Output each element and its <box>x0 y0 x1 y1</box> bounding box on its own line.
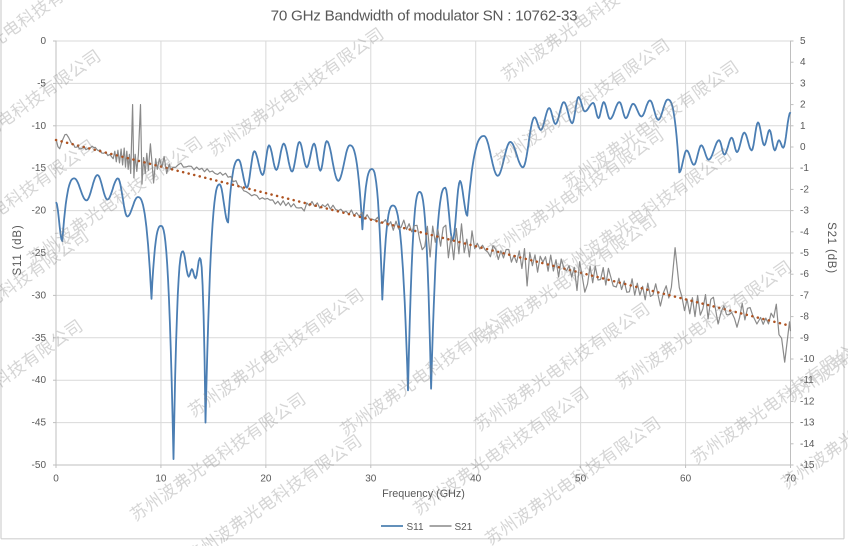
svg-text:Frequency (GHz): Frequency (GHz) <box>382 488 465 500</box>
svg-text:-11: -11 <box>800 375 814 386</box>
svg-text:50: 50 <box>575 474 587 485</box>
svg-text:20: 20 <box>260 474 272 485</box>
svg-text:-50: -50 <box>32 460 47 471</box>
svg-text:S11: S11 <box>407 522 424 533</box>
svg-text:-35: -35 <box>32 333 47 344</box>
svg-text:3: 3 <box>800 78 806 89</box>
svg-text:30: 30 <box>365 474 377 485</box>
svg-text:-13: -13 <box>800 418 815 429</box>
svg-text:-7: -7 <box>800 290 809 301</box>
svg-text:-30: -30 <box>32 290 47 301</box>
svg-text:0: 0 <box>40 36 46 47</box>
svg-text:-8: -8 <box>800 312 809 323</box>
svg-text:-5: -5 <box>37 78 46 89</box>
svg-text:-45: -45 <box>32 418 47 429</box>
svg-text:2: 2 <box>800 100 806 111</box>
svg-text:-6: -6 <box>800 269 809 280</box>
svg-text:-9: -9 <box>800 333 809 344</box>
svg-text:-15: -15 <box>32 163 47 174</box>
svg-text:1: 1 <box>800 121 806 132</box>
svg-text:-4: -4 <box>800 227 809 238</box>
svg-text:-2: -2 <box>800 184 809 195</box>
svg-text:70 GHz Bandwidth of modulator: 70 GHz Bandwidth of modulator SN : 10762… <box>271 8 578 25</box>
svg-text:40: 40 <box>470 474 482 485</box>
svg-text:S21 (dB): S21 (dB) <box>825 222 837 274</box>
svg-text:S21: S21 <box>455 522 473 533</box>
svg-text:-10: -10 <box>32 121 47 132</box>
svg-text:-25: -25 <box>32 248 47 259</box>
svg-text:-1: -1 <box>800 163 809 174</box>
svg-text:0: 0 <box>53 474 59 485</box>
svg-text:0: 0 <box>800 142 806 153</box>
svg-text:70: 70 <box>785 474 797 485</box>
svg-text:-15: -15 <box>800 460 815 471</box>
svg-text:-3: -3 <box>800 206 809 217</box>
svg-text:-20: -20 <box>32 206 47 217</box>
svg-text:60: 60 <box>680 474 692 485</box>
svg-text:-10: -10 <box>800 354 815 365</box>
svg-text:-14: -14 <box>800 439 815 450</box>
svg-text:-40: -40 <box>32 375 47 386</box>
svg-text:4: 4 <box>800 57 806 68</box>
svg-text:10: 10 <box>155 474 167 485</box>
svg-text:5: 5 <box>800 36 806 47</box>
svg-text:-5: -5 <box>800 248 809 259</box>
svg-text:S11 (dB): S11 (dB) <box>12 225 24 276</box>
svg-text:-12: -12 <box>800 396 815 407</box>
